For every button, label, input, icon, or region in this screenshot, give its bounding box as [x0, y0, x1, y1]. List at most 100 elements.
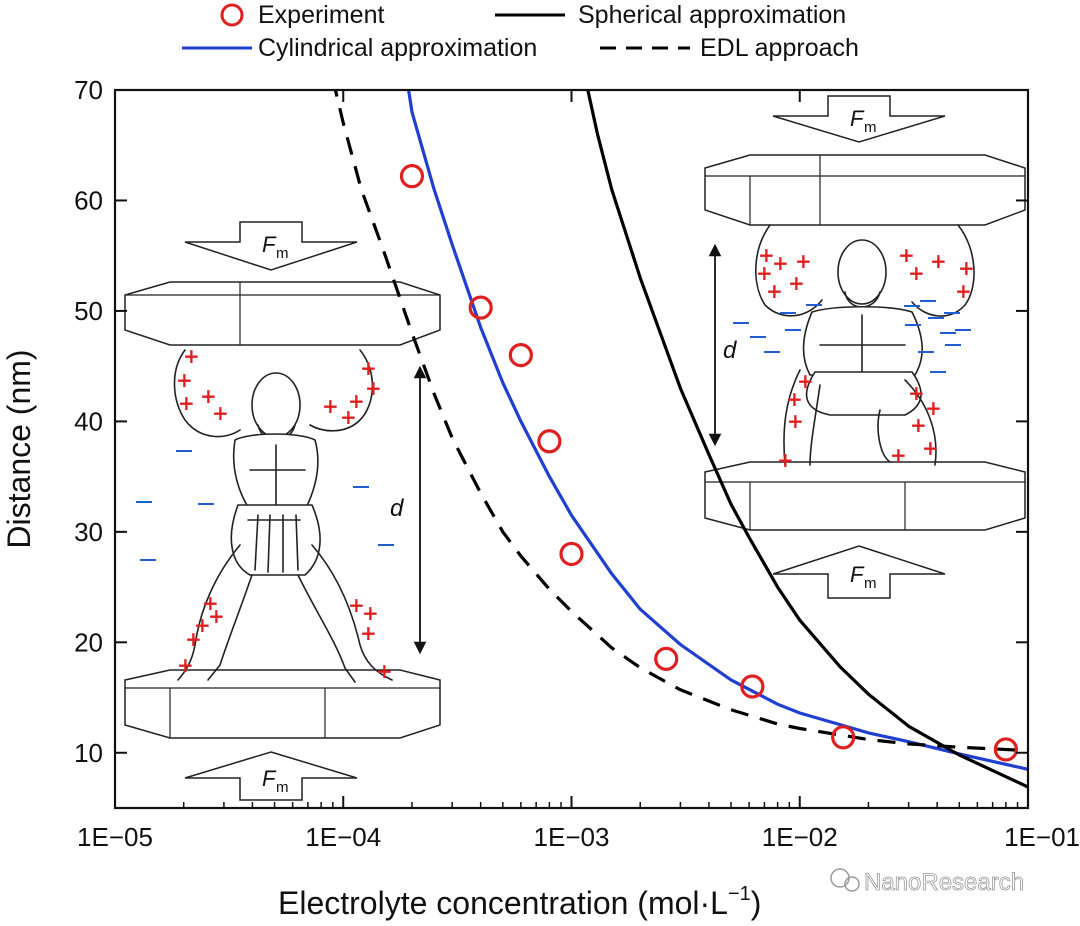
plate-bottom-left: [124, 669, 441, 739]
svg-text:+: +: [212, 401, 229, 425]
y-tick-label: 50: [74, 296, 103, 326]
charges-positive-left: + + + + + + + + + + + + + + + + + + +: [176, 344, 393, 683]
x-tick-label: 1E−04: [305, 822, 381, 852]
svg-text:+: +: [788, 271, 805, 295]
svg-text:+: +: [930, 249, 947, 273]
distance-label-left: d: [390, 495, 404, 522]
x-tick-label: 1E−03: [534, 822, 610, 852]
svg-text:+: +: [890, 443, 907, 467]
svg-text:+: +: [908, 261, 925, 285]
svg-text:+: +: [178, 391, 195, 415]
svg-text:+: +: [787, 409, 804, 433]
y-axis: 10 20 30 40 50 60 70: [74, 75, 1028, 768]
inset-right-illustration: F m F m + + + + + + + +: [704, 95, 1026, 599]
svg-text:+: +: [958, 256, 975, 280]
legend-label-experiment: Experiment: [258, 1, 384, 29]
force-arrow-top-right: [772, 95, 946, 143]
legend-label-spherical: Spherical approximation: [578, 1, 846, 29]
svg-text:+: +: [376, 659, 393, 683]
data-point: [740, 674, 765, 699]
force-sub-bottom-left: m: [276, 779, 289, 796]
svg-text:+: +: [177, 653, 194, 677]
force-label-top-right: F: [850, 106, 865, 131]
x-axis: 1E−05 1E−04 1E−03 1E−02 1E−01: [77, 90, 1080, 852]
force-label-bottom-left: F: [262, 766, 277, 791]
data-point: [399, 164, 425, 189]
svg-text:+: +: [322, 394, 339, 418]
force-arrow-top-left: [184, 221, 358, 271]
series-line-1: [406, 90, 1028, 771]
svg-text:+: +: [200, 384, 217, 408]
svg-text:+: +: [362, 601, 379, 625]
force-sub-bottom-right: m: [864, 575, 877, 592]
force-label-bottom-right: F: [850, 562, 865, 587]
distance-label-right: d: [723, 337, 737, 364]
svg-text:+: +: [922, 436, 939, 460]
svg-text:+: +: [183, 344, 200, 368]
y-tick-label: 10: [74, 738, 103, 768]
svg-text:+: +: [348, 389, 365, 413]
x-tick-label: 1E−05: [77, 822, 153, 852]
svg-text:+: +: [777, 448, 794, 472]
charges-positive-right: + + + + + + + + + + + + + + + + + + + +: [756, 243, 975, 472]
force-arrow-bottom-right: [772, 545, 946, 599]
svg-text:+: +: [176, 368, 193, 392]
force-arrow-bottom-left: [184, 751, 358, 801]
svg-text:+: +: [185, 627, 202, 651]
data-point: [831, 725, 856, 750]
svg-text:+: +: [758, 243, 775, 267]
svg-text:+: +: [772, 251, 789, 275]
charges-negative-right: [733, 300, 971, 373]
legend-label-cylindrical: Cylindrical approximation: [258, 34, 537, 62]
data-point: [654, 646, 679, 671]
force-sub-top-left: m: [276, 245, 289, 262]
legend-label-edl: EDL approach: [700, 34, 859, 62]
plate-top-right: [704, 154, 1026, 226]
svg-text:+: +: [194, 613, 211, 637]
x-axis-title-superscript: −1: [728, 883, 751, 905]
y-axis-title: Distance (nm): [1, 349, 37, 548]
svg-text:+: +: [766, 279, 783, 303]
svg-text:+: +: [955, 279, 972, 303]
data-point: [468, 295, 493, 320]
svg-text:+: +: [910, 413, 927, 437]
plot-points: [399, 164, 1018, 762]
svg-text:+: +: [908, 381, 925, 405]
force-sub-top-right: m: [864, 119, 877, 136]
figure-left: [173, 349, 393, 683]
svg-text:+: +: [786, 387, 803, 411]
series-line-2: [586, 90, 1028, 789]
svg-text:+: +: [360, 356, 377, 380]
x-tick-label: 1E−02: [762, 822, 838, 852]
plate-top-left: [124, 281, 441, 346]
force-label-top-left: F: [262, 232, 277, 257]
legend-marker-experiment: [220, 3, 244, 27]
y-tick-label: 60: [74, 185, 103, 215]
y-tick-label: 40: [74, 406, 103, 436]
inset-left-illustration: F m F m + + + +: [124, 221, 441, 801]
data-point: [993, 737, 1018, 762]
svg-text:+: +: [925, 396, 942, 420]
x-tick-label: 1E−01: [1004, 822, 1080, 852]
y-tick-label: 20: [74, 627, 103, 657]
svg-text:+: +: [340, 405, 357, 429]
svg-text:+: +: [208, 604, 225, 628]
svg-text:+: +: [756, 261, 773, 285]
y-tick-label: 30: [74, 517, 103, 547]
plate-bottom-right: [704, 461, 1026, 531]
figure-right: [755, 224, 975, 466]
data-point: [559, 541, 584, 567]
y-tick-label: 70: [74, 75, 103, 105]
svg-text:+: +: [360, 621, 377, 645]
x-axis-title: Electrolyte concentration (mol·L−1): [278, 883, 761, 921]
svg-text:+: +: [202, 591, 219, 615]
svg-text:+: +: [348, 593, 365, 617]
svg-text:+: +: [797, 369, 814, 393]
legend: Experiment Spherical approximation Cylin…: [182, 1, 859, 62]
data-point: [537, 429, 562, 454]
svg-text:+: +: [795, 249, 812, 273]
svg-text:+: +: [898, 243, 915, 267]
charges-negative-left: [136, 450, 394, 561]
svg-text:+: +: [365, 376, 382, 400]
